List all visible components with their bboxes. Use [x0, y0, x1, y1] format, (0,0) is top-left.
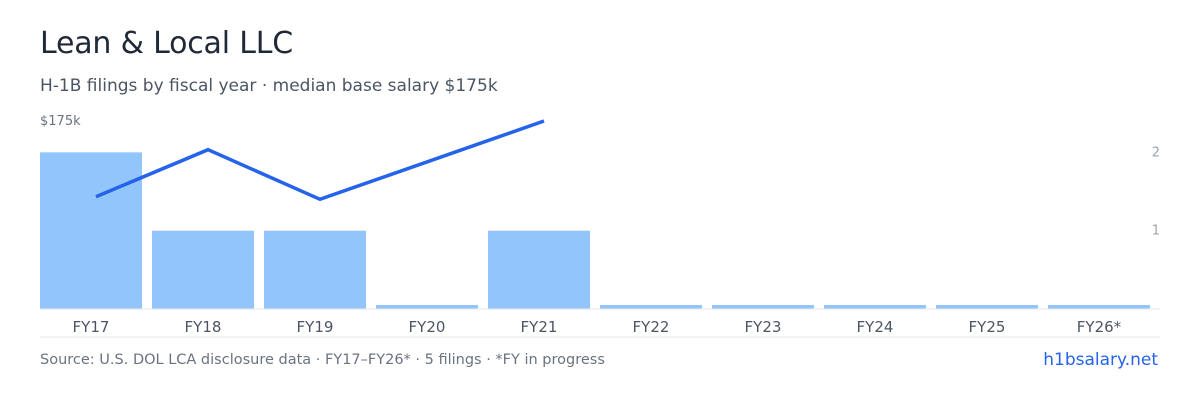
- y-right-tick-label: 1: [1152, 224, 1160, 239]
- bar-FY17: [40, 152, 142, 309]
- x-tick-label: FY24: [857, 318, 894, 336]
- y-right-tick-label: 2: [1152, 145, 1160, 160]
- bar-FY25: [936, 305, 1038, 309]
- x-tick-label: FY26*: [1077, 318, 1122, 336]
- bar-FY22: [600, 305, 702, 309]
- x-tick-labels: FY17 FY18 FY19 FY20 FY21 FY22 FY23 FY24 FY25 FY26…: [73, 318, 1122, 336]
- y-left-tick-label: $175k: [40, 114, 81, 129]
- chart-title: Lean & Local LLC: [40, 26, 293, 61]
- x-tick-label: FY22: [633, 318, 670, 336]
- bar-FY24: [824, 305, 926, 309]
- bars-layer: [40, 152, 1150, 309]
- bar-FY20: [376, 305, 478, 309]
- source-note: Source: U.S. DOL LCA disclosure data · F…: [40, 352, 605, 368]
- bar-FY19: [264, 230, 366, 309]
- x-tick-label: FY20: [409, 318, 446, 336]
- chart-subtitle: H-1B filings by fiscal year · median bas…: [40, 76, 498, 96]
- x-tick-label: FY17: [73, 318, 110, 336]
- brand-link[interactable]: h1bsalary.net: [1043, 350, 1158, 370]
- x-tick-label: FY19: [297, 318, 334, 336]
- x-tick-label: FY25: [969, 318, 1006, 336]
- salary-line: [95, 119, 545, 202]
- bar-FY21: [488, 230, 590, 309]
- x-tick-label: FY23: [745, 318, 782, 336]
- bar-FY26: [1048, 305, 1150, 309]
- x-tick-label: FY21: [521, 318, 558, 336]
- bar-FY18: [152, 230, 254, 309]
- ticks-layer: $175k 1 2: [40, 114, 1160, 239]
- line-layer: [95, 119, 545, 202]
- x-tick-label: FY18: [185, 318, 222, 336]
- bar-FY23: [712, 305, 814, 309]
